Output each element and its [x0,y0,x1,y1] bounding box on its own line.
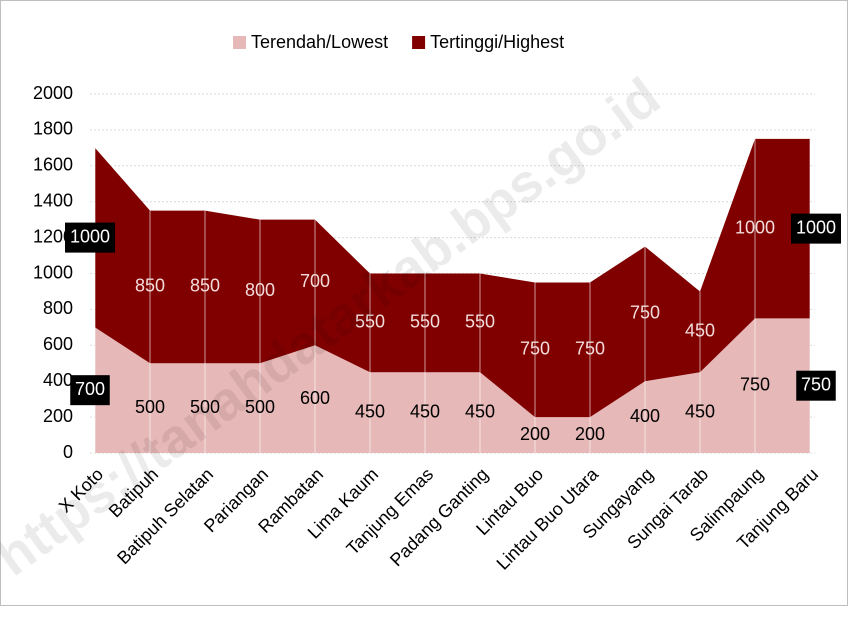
data-label: 200 [520,424,550,444]
y-tick-label: 1200 [33,226,73,246]
data-label: 450 [685,401,715,421]
y-tick-label: 1400 [33,190,73,210]
data-label: 750 [630,303,660,323]
data-label: 600 [300,388,330,408]
area-lowest [95,318,810,453]
data-label: 1000 [735,217,775,237]
data-label-box [791,213,841,244]
data-label: 450 [355,401,385,421]
y-tick-label: 1800 [33,119,73,139]
data-label: 500 [190,397,220,417]
data-label: 750 [740,374,770,394]
data-label: 450 [410,401,440,421]
data-label: 1000 [70,226,110,246]
data-label: 800 [245,280,275,300]
data-label: 450 [465,401,495,421]
data-label: 200 [575,424,605,444]
legend-label: Terendah/Lowest [251,32,388,52]
y-tick-label: 200 [43,406,73,426]
data-label: 550 [355,312,385,332]
legend-swatch [412,36,426,49]
data-label: 700 [300,271,330,291]
area-highest [95,138,810,418]
data-label: 550 [410,312,440,332]
data-label: 550 [465,312,495,332]
data-label: 700 [75,379,105,399]
data-label: 400 [630,406,660,426]
data-label-box [70,375,110,406]
y-tick-label: 600 [43,334,73,354]
y-tick-label: 1000 [33,262,73,282]
data-label: 500 [245,397,275,417]
data-label-box [65,222,115,253]
y-tick-label: 0 [63,442,73,462]
data-label: 850 [135,276,165,296]
legend-swatch [233,36,246,49]
data-label: 500 [135,397,165,417]
y-tick-label: 1600 [33,155,73,175]
y-tick-label: 800 [43,298,73,318]
data-label: 750 [575,339,605,359]
data-label: 750 [801,374,831,394]
legend-label: Tertinggi/Highest [430,32,564,52]
data-label: 450 [685,321,715,341]
data-label-box [796,370,836,401]
data-label: 850 [190,276,220,296]
data-label: 750 [520,339,550,359]
data-label: 1000 [796,217,836,237]
y-tick-label: 2000 [33,83,73,103]
y-tick-label: 400 [43,370,73,390]
